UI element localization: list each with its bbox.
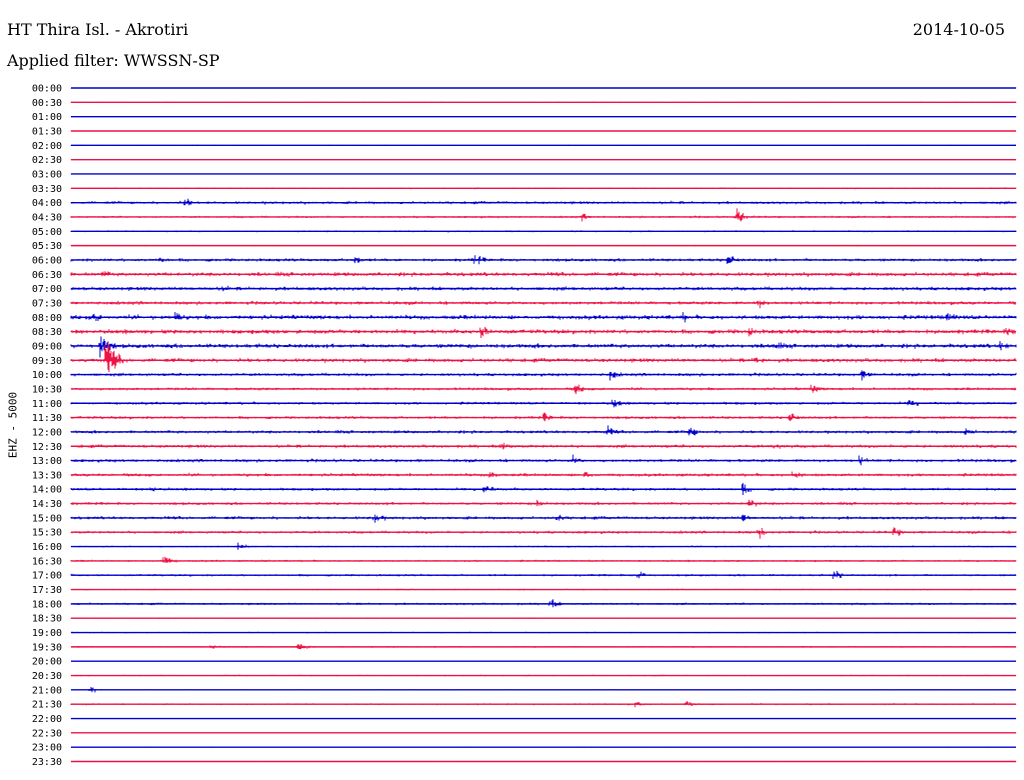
row-label-0800: 08:00: [32, 313, 62, 324]
row-label-1200: 12:00: [32, 427, 62, 438]
row-label-1130: 11:30: [32, 413, 62, 424]
row-label-2200: 22:00: [32, 714, 62, 725]
row-label-1000: 10:00: [32, 370, 62, 381]
row-label-0730: 07:30: [32, 298, 62, 309]
row-label-1730: 17:30: [32, 585, 62, 596]
row-label-1500: 15:00: [32, 513, 62, 524]
row-label-0600: 06:00: [32, 255, 62, 266]
row-label-0900: 09:00: [32, 341, 62, 352]
trace-0500: [70, 230, 1017, 233]
trace-1300: [70, 454, 1017, 466]
trace-0300: [70, 173, 1017, 175]
filter-label: Applied filter: WWSSN-SP: [7, 51, 220, 70]
trace-0100: [70, 116, 1017, 117]
trace-1900: [70, 631, 1017, 634]
row-label-2130: 21:30: [32, 700, 62, 711]
row-label-2030: 20:30: [32, 671, 62, 682]
trace-1000: [70, 370, 1017, 381]
row-label-1400: 14:00: [32, 485, 62, 496]
trace-0230: [70, 159, 1017, 160]
trace-1700: [70, 570, 1017, 579]
row-label-0630: 06:30: [32, 270, 62, 281]
row-label-0000: 00:00: [32, 84, 62, 95]
row-label-0100: 01:00: [32, 112, 62, 123]
trace-1400: [70, 483, 1017, 495]
trace-1430: [70, 499, 1017, 507]
row-label-0300: 03:00: [32, 169, 62, 180]
row-label-1930: 19:30: [32, 642, 62, 653]
trace-2330: [70, 761, 1017, 762]
trace-1200: [70, 425, 1017, 436]
row-label-0230: 02:30: [32, 155, 62, 166]
trace-1830: [70, 617, 1017, 619]
row-label-2230: 22:30: [32, 728, 62, 739]
trace-1330: [70, 471, 1017, 478]
row-label-1830: 18:30: [32, 614, 62, 625]
row-label-0830: 08:30: [32, 327, 62, 338]
row-label-0700: 07:00: [32, 284, 62, 295]
row-label-0030: 00:30: [32, 98, 62, 109]
row-label-0330: 03:30: [32, 184, 62, 195]
trace-2030: [70, 674, 1017, 677]
row-label-2330: 23:30: [32, 757, 62, 768]
trace-0430: [70, 208, 1017, 222]
trace-1730: [70, 588, 1017, 591]
row-label-1300: 13:00: [32, 456, 62, 467]
record-date: 2014-10-05: [912, 20, 1005, 39]
row-label-1600: 16:00: [32, 542, 62, 553]
seismic-traces: [70, 87, 1017, 763]
row-label-2000: 20:00: [32, 657, 62, 668]
row-labels: 00:00 00:30 01:00 01:30 02:00 02:30 03:00 03:30…: [32, 84, 62, 769]
trace-0700: [70, 285, 1017, 292]
trace-1930: [70, 644, 1017, 650]
row-label-1530: 15:30: [32, 528, 62, 539]
row-label-0430: 04:30: [32, 212, 62, 223]
row-label-1230: 12:30: [32, 442, 62, 453]
row-label-1800: 18:00: [32, 599, 62, 610]
row-label-1330: 13:30: [32, 470, 62, 481]
trace-2230: [70, 732, 1017, 734]
trace-0600: [70, 255, 1017, 265]
trace-1500: [70, 514, 1017, 523]
row-label-2100: 21:00: [32, 685, 62, 696]
trace-1600: [70, 542, 1017, 550]
trace-0530: [70, 244, 1017, 247]
trace-2130: [70, 701, 1017, 708]
trace-0930: [70, 343, 1017, 372]
trace-0800: [70, 312, 1017, 323]
trace-1530: [70, 527, 1017, 539]
row-label-1030: 10:30: [32, 384, 62, 395]
row-label-1100: 11:00: [32, 399, 62, 410]
trace-0730: [70, 300, 1017, 309]
row-label-0130: 01:30: [32, 126, 62, 137]
trace-0900: [70, 336, 1017, 358]
trace-1230: [70, 442, 1017, 450]
trace-0630: [70, 271, 1017, 277]
trace-2100: [70, 687, 1017, 693]
station-title: HT Thira Isl. - Akrotiri: [7, 20, 189, 39]
trace-1800: [70, 599, 1017, 608]
trace-0330: [70, 187, 1017, 190]
row-label-0530: 05:30: [32, 241, 62, 252]
row-label-0500: 05:00: [32, 227, 62, 238]
row-label-0400: 04:00: [32, 198, 62, 209]
row-label-2300: 23:00: [32, 743, 62, 754]
trace-0030: [70, 101, 1017, 103]
row-label-1700: 17:00: [32, 571, 62, 582]
row-label-1430: 14:30: [32, 499, 62, 510]
row-label-1900: 19:00: [32, 628, 62, 639]
row-label-0930: 09:30: [32, 356, 62, 367]
trace-1100: [70, 399, 1017, 408]
row-label-1630: 16:30: [32, 556, 62, 567]
trace-0830: [70, 327, 1017, 338]
trace-1030: [70, 384, 1017, 394]
trace-0200: [70, 144, 1016, 146]
trace-1130: [70, 412, 1017, 422]
row-label-0200: 02:00: [32, 141, 62, 152]
trace-1630: [70, 556, 1017, 563]
trace-0400: [70, 198, 1017, 206]
